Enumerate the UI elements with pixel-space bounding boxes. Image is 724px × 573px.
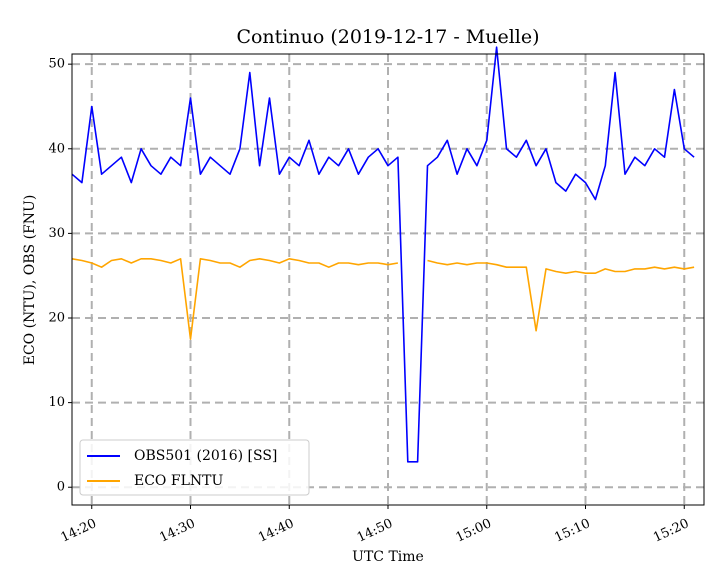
x-axis-label: UTC Time	[352, 549, 424, 565]
y-tick-label: 10	[48, 395, 65, 410]
y-tick-label: 30	[48, 226, 65, 241]
x-tick-label: 14:50	[355, 516, 395, 545]
y-tick-label: 40	[48, 141, 65, 156]
y-tick-label: 20	[48, 311, 65, 326]
x-tick-label: 15:10	[552, 516, 592, 545]
x-tick-label: 14:30	[157, 516, 197, 545]
legend-box	[79, 439, 310, 496]
x-tick-label: 14:40	[256, 516, 296, 545]
legend-label: ECO FLNTU	[134, 473, 223, 489]
x-tick-label: 15:00	[454, 516, 494, 545]
data-line	[71, 258, 695, 340]
plot-frame	[71, 53, 705, 506]
legend-label: OBS501 (2016) [SS]	[134, 448, 277, 464]
x-tick-label: 15:20	[651, 516, 691, 545]
x-tick-label: 14:20	[59, 516, 99, 545]
y-axis-label: ECO (NTU), OBS (FNU)	[22, 195, 38, 366]
chart-title: Continuo (2019-12-17 - Muelle)	[236, 26, 539, 48]
y-tick-label: 0	[57, 480, 65, 495]
data-line	[71, 46, 695, 463]
y-tick-label: 50	[48, 57, 65, 72]
